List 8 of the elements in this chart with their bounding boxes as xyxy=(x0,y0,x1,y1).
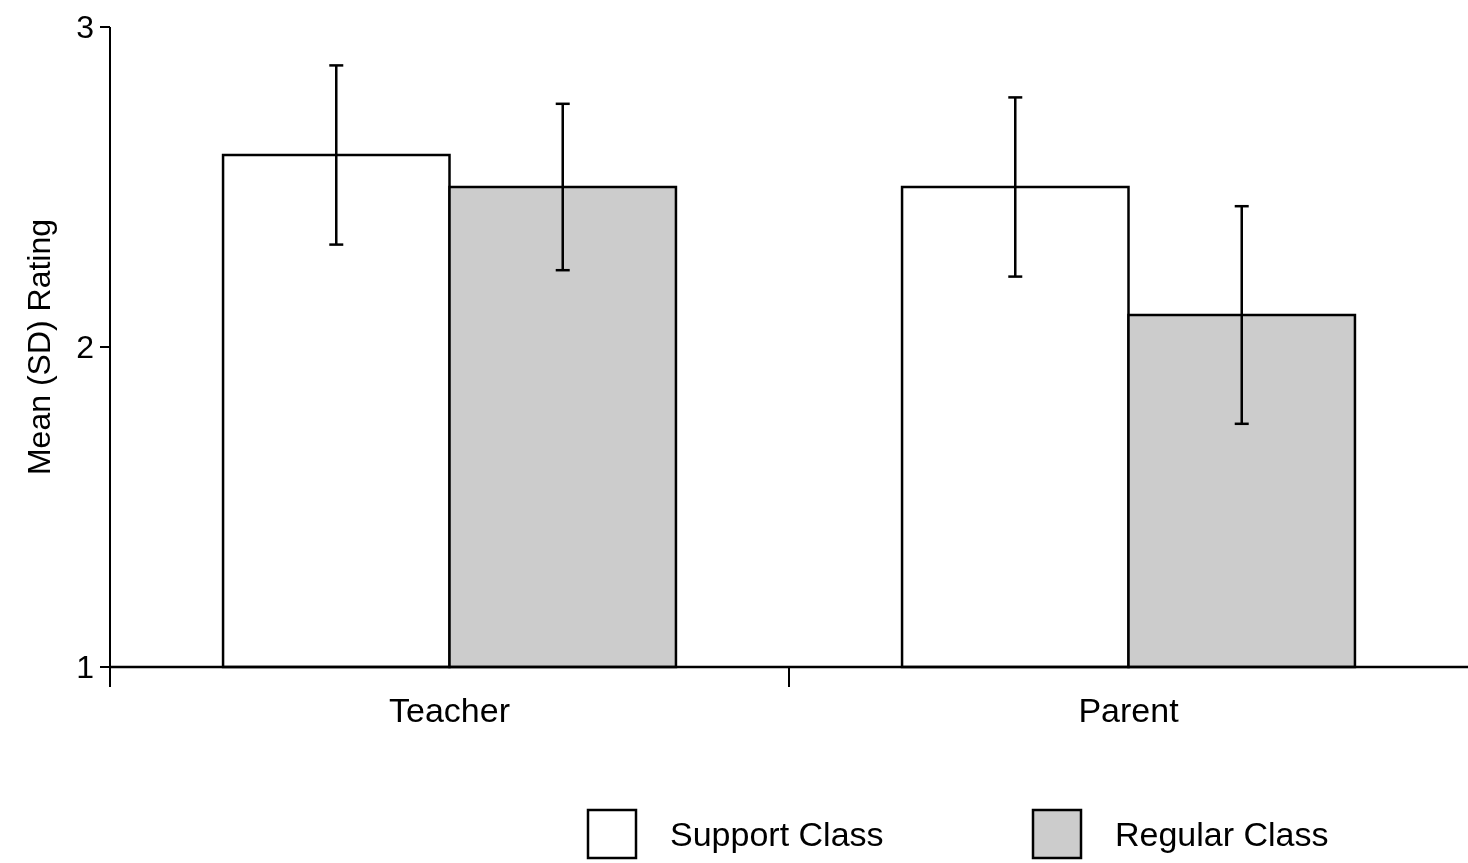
y-tick-label: 1 xyxy=(76,649,94,686)
x-tick-label: Parent xyxy=(1078,691,1180,729)
legend-label: Regular Class xyxy=(1115,814,1329,853)
legend-label: Support Class xyxy=(670,814,884,853)
x-tick-label: Teacher xyxy=(389,691,510,729)
y-axis-title: Mean (SD) Rating xyxy=(21,218,57,476)
y-tick-label: 2 xyxy=(76,329,94,366)
y-tick-label: 3 xyxy=(76,9,94,46)
